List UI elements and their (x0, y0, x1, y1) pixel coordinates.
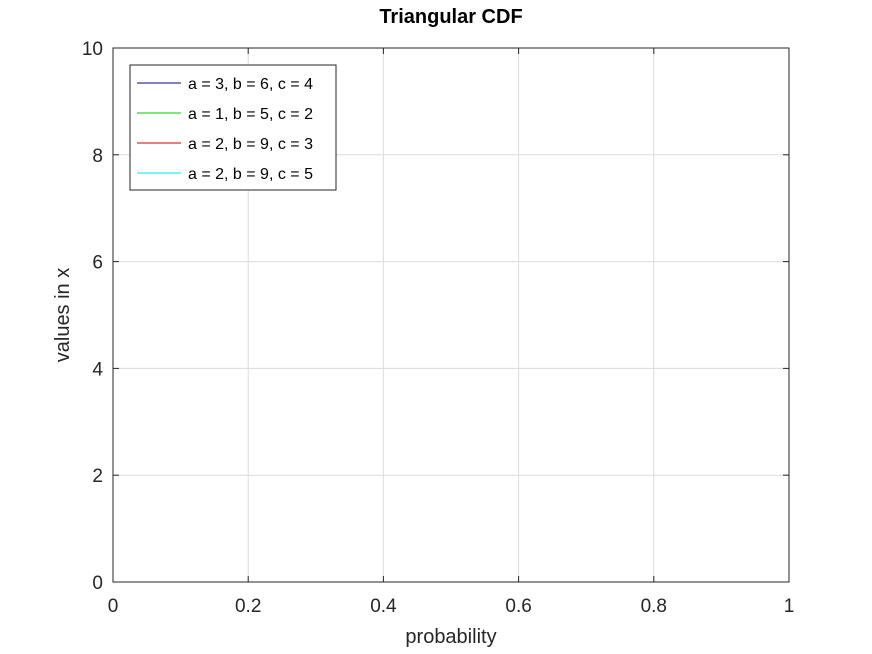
legend-label-1: a = 3, b = 6, c = 4 (188, 76, 313, 93)
x-tick-label: 0.4 (370, 596, 397, 617)
legend-label-4: a = 2, b = 9, c = 5 (188, 166, 313, 183)
x-tick-label: 0.2 (235, 596, 261, 617)
grid (112, 47, 790, 583)
x-tick-label: 0.8 (641, 596, 667, 617)
x-tick-label: 0.6 (505, 596, 531, 617)
legend: a = 3, b = 6, c = 4 a = 1, b = 5, c = 2 a … (129, 64, 337, 191)
x-tick-label: 1 (784, 596, 795, 617)
x-axis-label: probability (405, 626, 496, 648)
legend-label-2: a = 1, b = 5, c = 2 (188, 106, 313, 123)
y-tick-label: 10 (82, 39, 103, 60)
y-tick-label: 4 (92, 359, 103, 380)
y-tick-label: 6 (92, 253, 103, 274)
y-tick-label: 8 (92, 146, 103, 167)
y-tick-label: 0 (92, 573, 103, 594)
y-tick-label: 2 (92, 466, 103, 487)
x-tick-label: 0 (108, 596, 119, 617)
y-axis-label: values in x (52, 268, 74, 363)
plot-area-frame (112, 47, 790, 583)
legend-box (129, 64, 337, 191)
legend-label-3: a = 2, b = 9, c = 3 (188, 136, 313, 153)
chart-title: Triangular CDF (379, 6, 522, 28)
